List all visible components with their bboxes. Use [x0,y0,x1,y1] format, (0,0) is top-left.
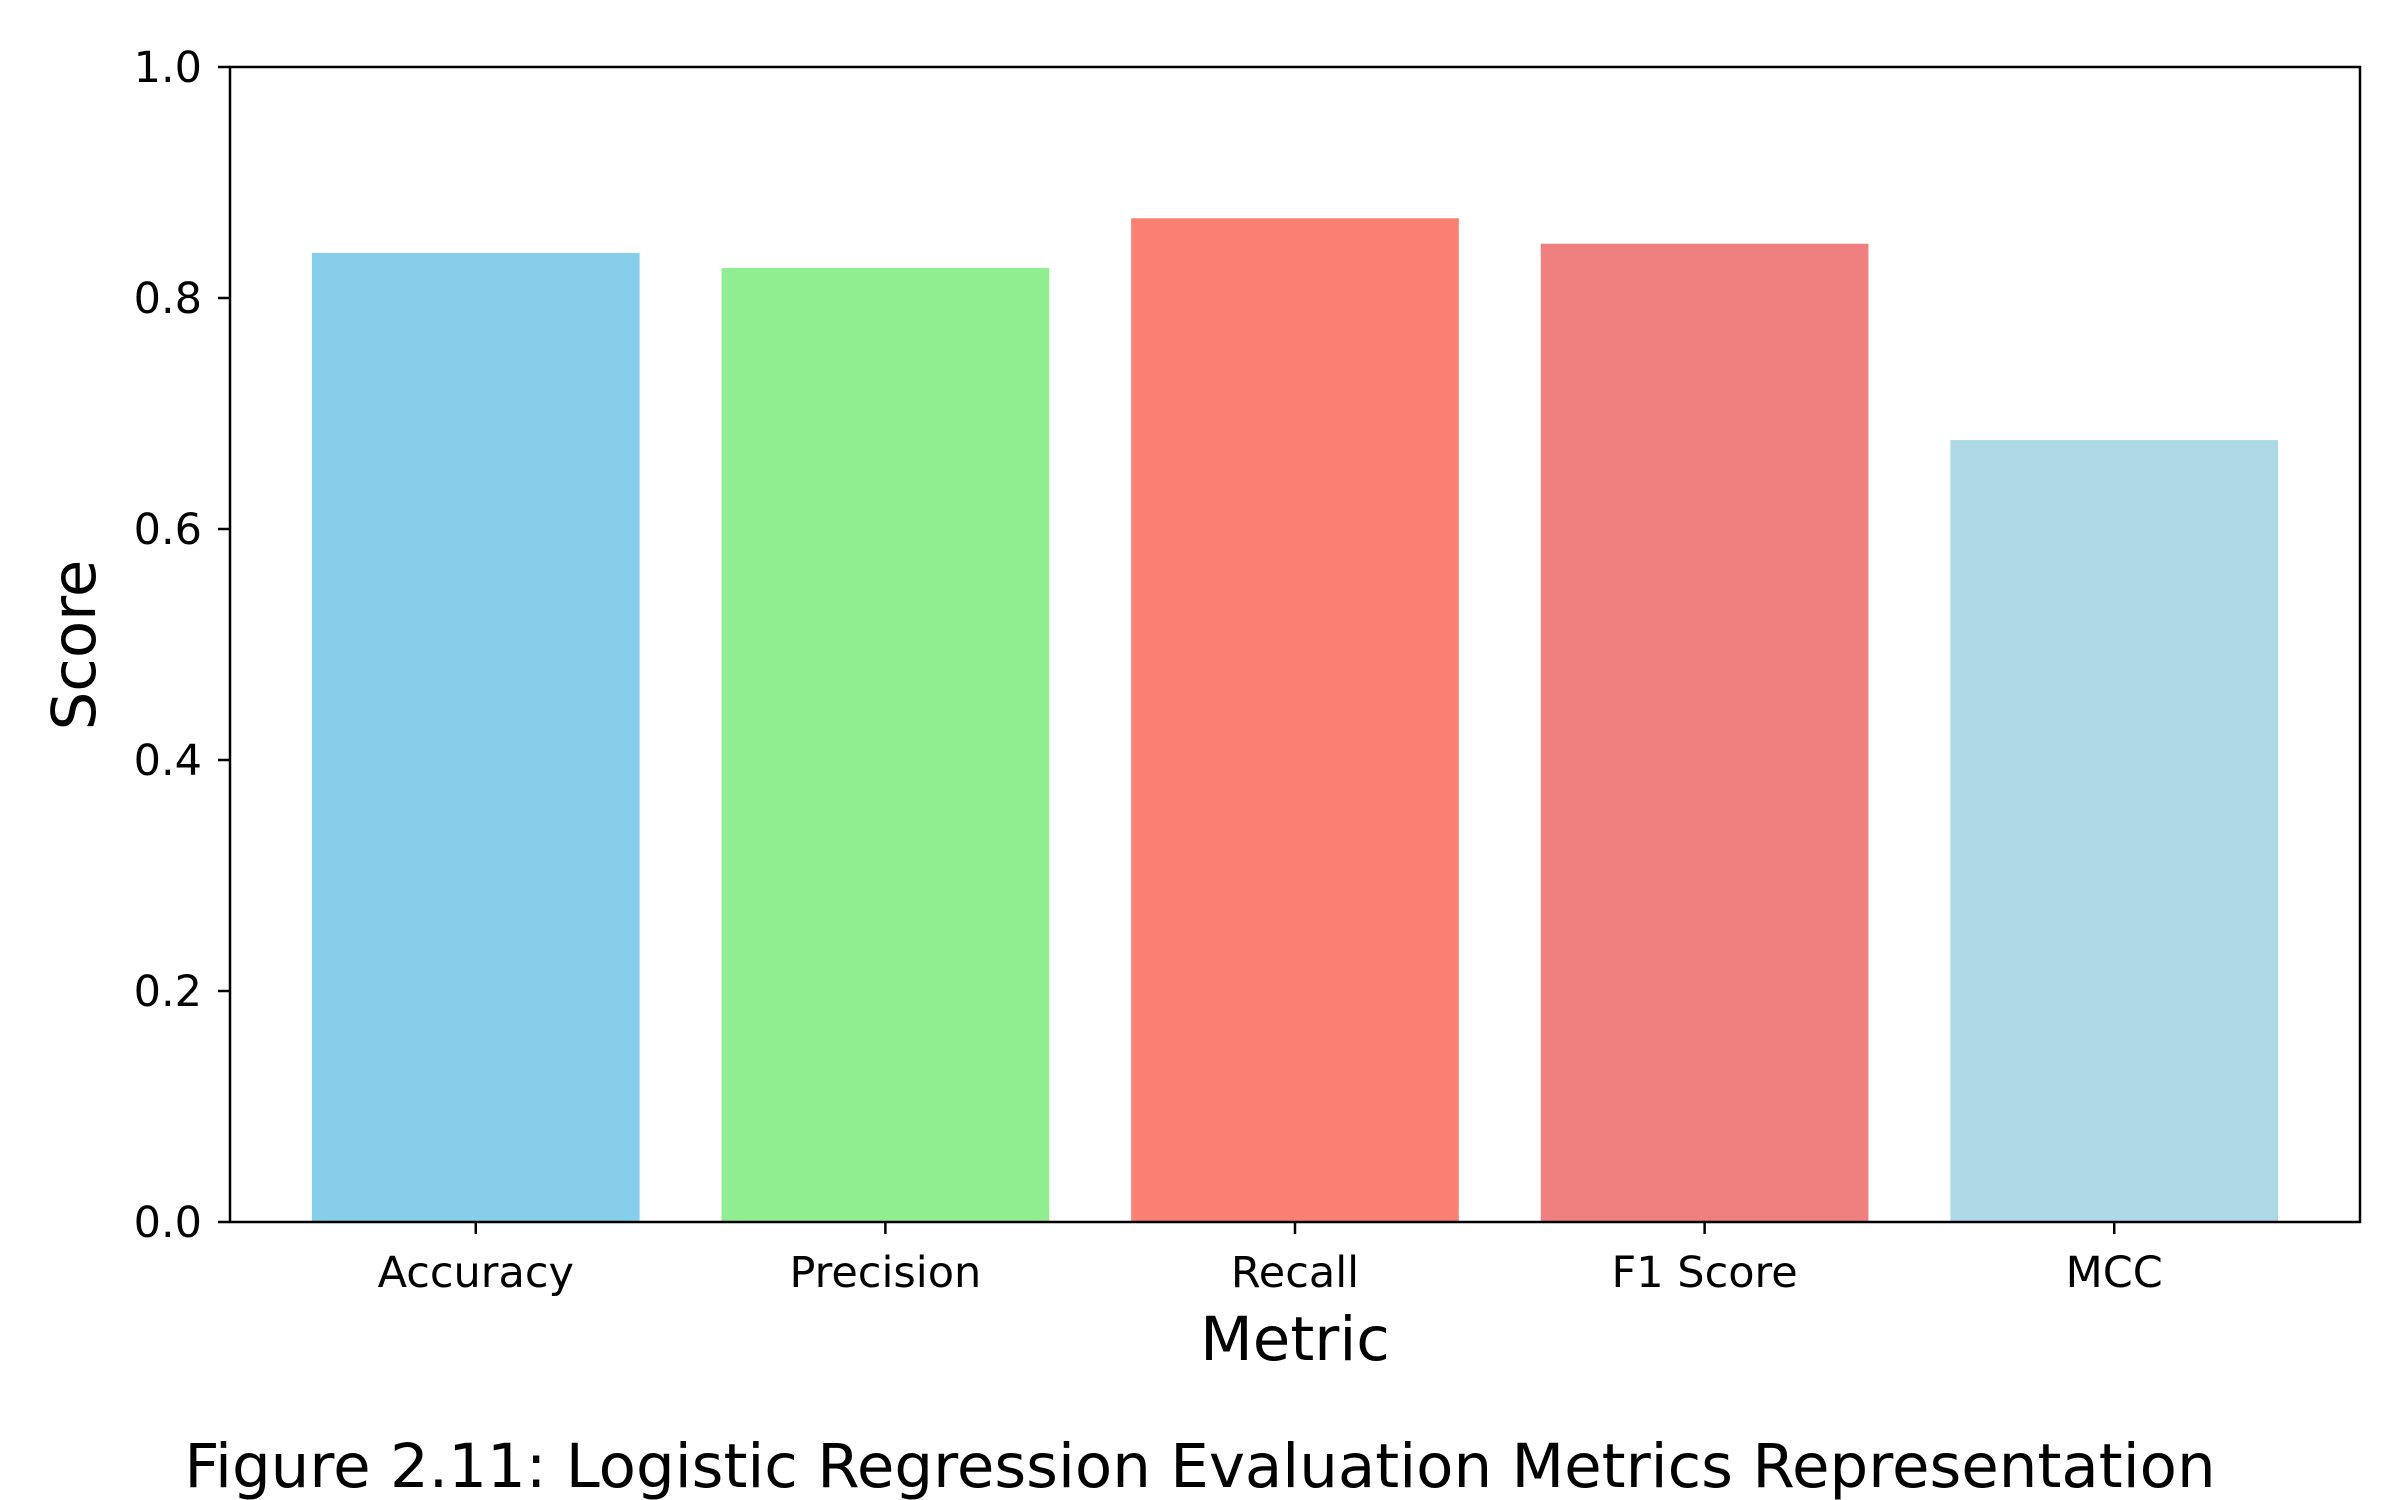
x-tick-label: Accuracy [378,1248,574,1298]
bar-accuracy [311,252,640,1222]
bars-layer [311,218,2279,1223]
bar-recall [1131,218,1459,1223]
y-tick-label: 0.4 [134,736,202,786]
x-tick-label: MCC [2066,1248,2163,1298]
x-tick-label: F1 Score [1612,1248,1798,1298]
x-axis-title: Metric [1200,1304,1390,1375]
y-tick-label: 1.0 [134,43,202,93]
bar-precision [721,267,1050,1223]
figure-caption: Figure 2.11: Logistic Regression Evaluat… [184,1431,2215,1500]
y-axis-ticks: 0.0 0.2 0.4 0.6 0.8 1.0 [134,43,230,1248]
bar-mcc [1950,440,2279,1222]
x-tick-label: Recall [1231,1248,1359,1298]
y-tick-label: 0.8 [134,274,202,324]
y-tick-label: 0.0 [134,1198,202,1248]
x-axis-ticks: Accuracy Precision Recall F1 Score MCC [378,1222,2163,1298]
y-tick-label: 0.2 [134,967,202,1017]
y-axis-title: Score [39,560,110,731]
y-tick-label: 0.6 [134,505,202,555]
x-tick-label: Precision [789,1248,981,1298]
bar-f1-score [1540,243,1869,1223]
